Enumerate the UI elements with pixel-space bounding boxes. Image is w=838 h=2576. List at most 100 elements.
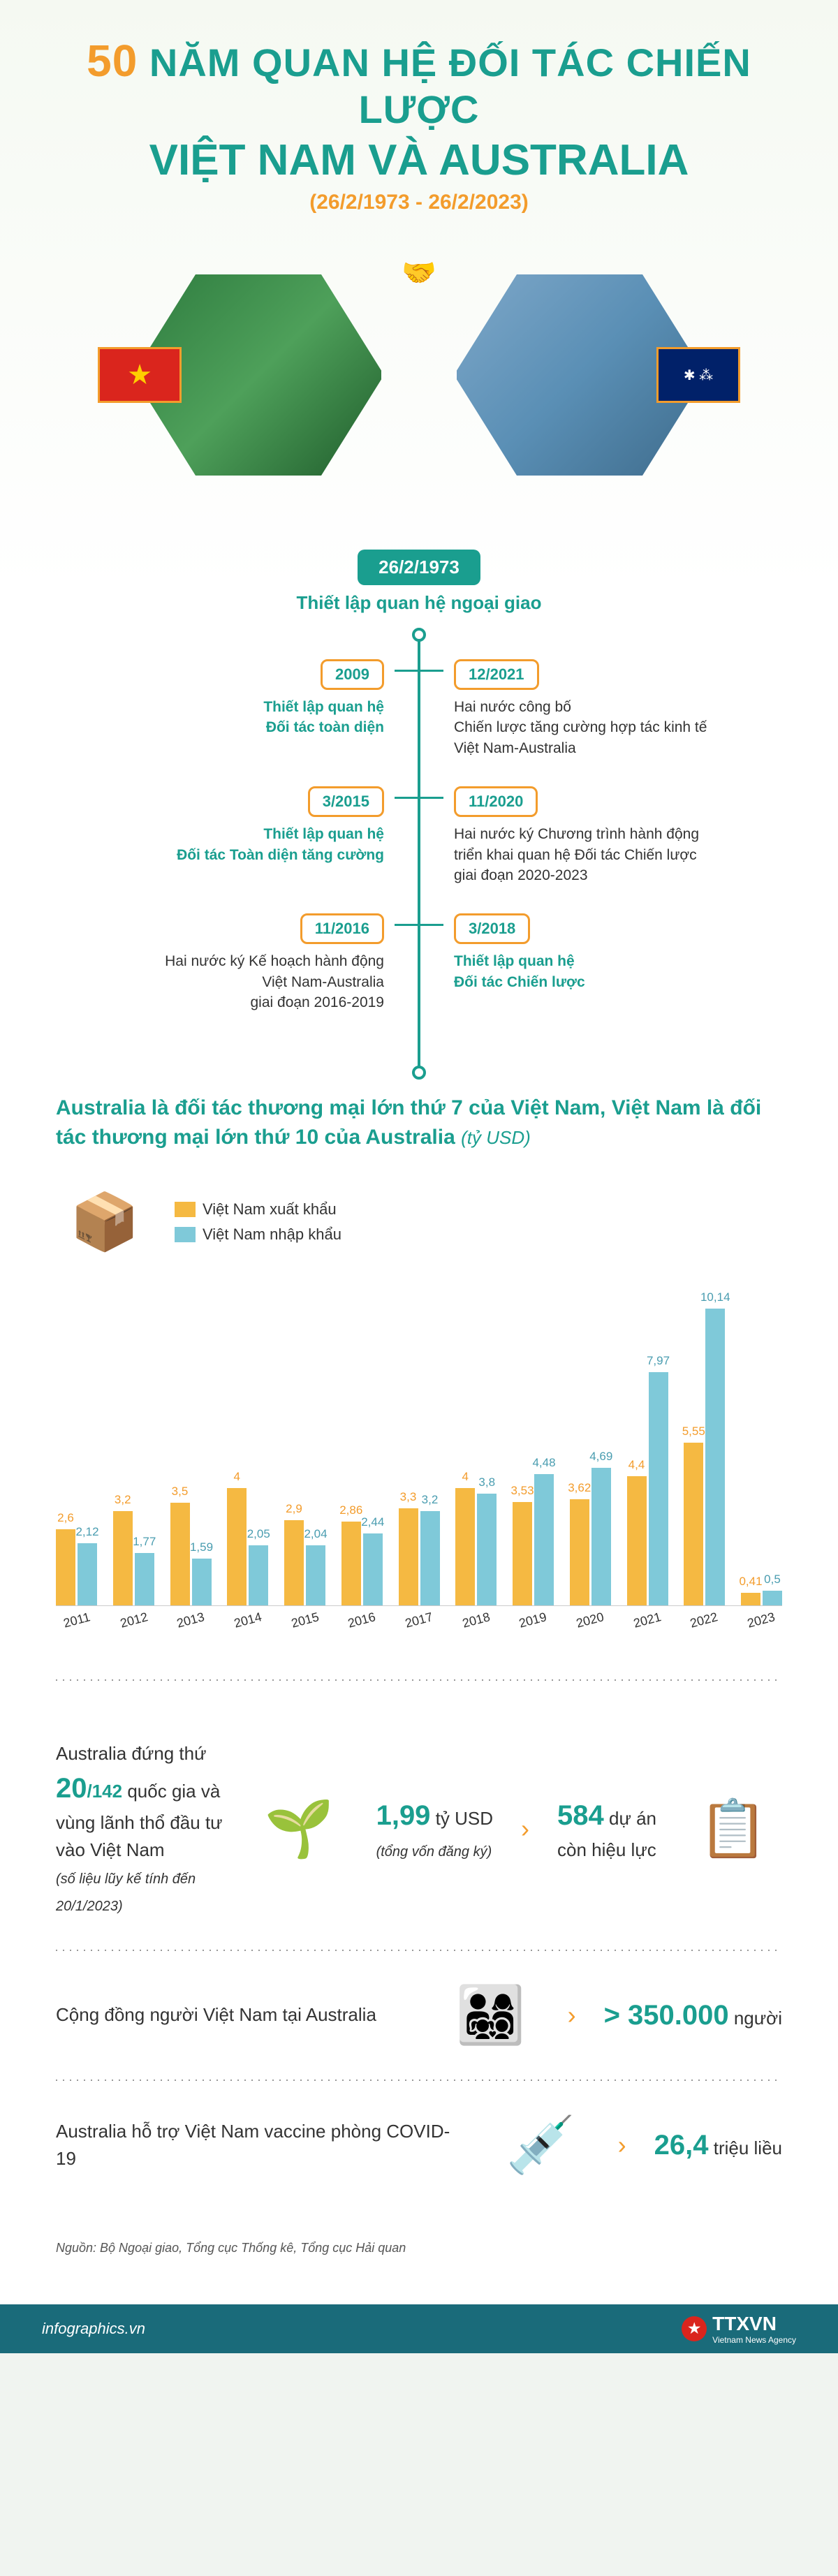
vaccine-icon: 💉 bbox=[492, 2112, 590, 2178]
legend-export-label: Việt Nam xuất khẩu bbox=[203, 1200, 337, 1219]
timeline-date: 3/2015 bbox=[308, 786, 384, 817]
bar-export-label: 4 bbox=[234, 1470, 240, 1484]
timeline-item: 2009 Thiết lập quan hệĐối tác toàn diện bbox=[105, 649, 419, 769]
bar-export: 4,4 bbox=[627, 1476, 647, 1605]
timeline-text: Hai nước ký Kế hoạch hành độngViệt Nam-A… bbox=[126, 951, 384, 1013]
bar-import: 2,12 bbox=[78, 1543, 97, 1605]
bar-export-label: 3,5 bbox=[172, 1485, 189, 1499]
arrow-icon: › bbox=[521, 1814, 529, 1843]
timeline-start-date: 26/2/1973 bbox=[358, 550, 480, 585]
year-group: 2,62,12 bbox=[56, 1529, 97, 1605]
bar-export: 3,3 bbox=[399, 1508, 418, 1605]
vaccine-label: Australia hỗ trợ Việt Nam vaccine phòng … bbox=[56, 2118, 464, 2172]
bar-export-label: 3,53 bbox=[510, 1484, 534, 1498]
flag-vietnam: ★ bbox=[98, 347, 182, 403]
x-label: 2016 bbox=[340, 1607, 384, 1633]
header: 50 NĂM QUAN HỆ ĐỐI TÁC CHIẾN LƯỢC VIỆT N… bbox=[0, 0, 838, 228]
x-label: 2015 bbox=[283, 1607, 327, 1633]
legend-import-label: Việt Nam nhập khẩu bbox=[203, 1226, 341, 1244]
x-label: 2022 bbox=[682, 1607, 726, 1633]
trade-chart: 2,62,123,21,773,51,5942,052,92,042,862,4… bbox=[56, 1285, 782, 1648]
bar-import: 1,77 bbox=[135, 1553, 154, 1605]
footer-brand: TTXVN bbox=[712, 2313, 777, 2334]
bar-import-label: 7,97 bbox=[647, 1354, 670, 1368]
bar-export-label: 4,4 bbox=[628, 1458, 645, 1472]
bar-export-label: 2,9 bbox=[286, 1502, 302, 1516]
bar-import: 1,59 bbox=[192, 1559, 212, 1605]
trade-section: Australia là đối tác thương mại lớn thứ … bbox=[0, 1073, 838, 1669]
stat-investment: Australia đứng thứ 20/142 quốc gia và vù… bbox=[56, 1719, 782, 1939]
trade-header: 📦 Việt Nam xuất khẩu Việt Nam nhập khẩu bbox=[56, 1173, 782, 1271]
x-label: 2017 bbox=[397, 1607, 441, 1633]
title-line-1: 50 NĂM QUAN HỆ ĐỐI TÁC CHIẾN LƯỢC bbox=[28, 35, 810, 132]
timeline-date: 11/2020 bbox=[454, 786, 538, 817]
clipboard-icon: 📋 bbox=[684, 1796, 782, 1862]
divider bbox=[56, 2080, 782, 2081]
timeline-start-label: Thiết lập quan hệ ngoại giao bbox=[0, 592, 838, 614]
year-group: 3,534,48 bbox=[513, 1474, 554, 1605]
year-group: 3,51,59 bbox=[170, 1503, 212, 1605]
x-label: 2018 bbox=[454, 1607, 498, 1633]
timeline-date: 12/2021 bbox=[454, 659, 539, 690]
bar-export: 2,9 bbox=[284, 1520, 304, 1605]
bar-import-label: 10,14 bbox=[700, 1290, 730, 1304]
x-label: 2020 bbox=[568, 1607, 612, 1633]
bar-export: 3,62 bbox=[570, 1499, 589, 1605]
trade-unit: (tỷ USD) bbox=[461, 1127, 531, 1148]
stats-section: Australia đứng thứ 20/142 quốc gia và vù… bbox=[0, 1691, 838, 2227]
bar-import-label: 1,77 bbox=[133, 1535, 156, 1549]
timeline-header: 26/2/1973 Thiết lập quan hệ ngoại giao bbox=[0, 550, 838, 614]
year-group: 43,8 bbox=[455, 1488, 497, 1605]
bar-import: 2,05 bbox=[249, 1545, 268, 1605]
stat-vaccine: Australia hỗ trợ Việt Nam vaccine phòng … bbox=[56, 2091, 782, 2199]
bar-import: 2,44 bbox=[363, 1533, 383, 1605]
bar-export: 4 bbox=[455, 1488, 475, 1605]
divider bbox=[56, 1950, 782, 1951]
bar-import: 4,48 bbox=[534, 1474, 554, 1605]
year-group: 5,5510,14 bbox=[684, 1309, 725, 1605]
legend-import: Việt Nam nhập khẩu bbox=[175, 1226, 341, 1244]
trade-icon: 📦 bbox=[56, 1173, 154, 1271]
infographic-page: 50 NĂM QUAN HỆ ĐỐI TÁC CHIẾN LƯỢC VIỆT N… bbox=[0, 0, 838, 2353]
timeline-date: 2009 bbox=[321, 659, 384, 690]
x-label: 2023 bbox=[739, 1607, 783, 1633]
timeline-dot-top bbox=[412, 628, 426, 642]
bar-import: 10,14 bbox=[705, 1309, 725, 1605]
footer-left: infographics.vn bbox=[42, 2320, 145, 2338]
timeline-item: 3/2015Thiết lập quan hệĐối tác Toàn diện… bbox=[105, 776, 419, 896]
year-group: 2,92,04 bbox=[284, 1520, 325, 1605]
divider bbox=[56, 1679, 782, 1681]
investment-capital: 1,99 tỷ USD (tổng vốn đăng ký) bbox=[376, 1795, 493, 1864]
title-number: 50 bbox=[87, 36, 138, 86]
x-label: 2019 bbox=[511, 1607, 555, 1633]
bar-import: 2,04 bbox=[306, 1545, 325, 1605]
bar-import-label: 3,2 bbox=[422, 1493, 439, 1507]
bar-export: 3,53 bbox=[513, 1502, 532, 1605]
timeline-item: 11/2020 Hai nước ký Chương trình hành độn… bbox=[419, 776, 733, 896]
community-label: Cộng đồng người Việt Nam tại Australia bbox=[56, 2001, 414, 2029]
bar-export-label: 5,55 bbox=[682, 1425, 705, 1438]
year-group: 4,47,97 bbox=[627, 1372, 668, 1605]
year-group: 2,862,44 bbox=[341, 1522, 383, 1605]
bar-import: 4,69 bbox=[591, 1468, 611, 1605]
timeline-text: Hai nước ký Chương trình hành độngtriển … bbox=[454, 824, 712, 885]
trade-title-text: Australia là đối tác thương mại lớn thứ … bbox=[56, 1096, 761, 1149]
footer: infographics.vn ★ TTXVN Vietnam News Age… bbox=[0, 2304, 838, 2353]
chart-bars: 2,62,123,21,773,51,5942,052,92,042,862,4… bbox=[56, 1285, 782, 1606]
timeline-item: 11/2016Hai nước ký Kế hoạch hành độngViệ… bbox=[105, 903, 419, 1023]
year-group: 0,410,5 bbox=[741, 1591, 782, 1605]
bar-import-label: 3,8 bbox=[478, 1475, 495, 1489]
bar-import-label: 2,44 bbox=[361, 1515, 384, 1529]
arrow-icon: › bbox=[618, 2130, 626, 2160]
bar-import-label: 2,12 bbox=[75, 1525, 98, 1539]
handshake-icon: 🤝 bbox=[402, 256, 436, 289]
bar-import-label: 4,69 bbox=[589, 1450, 612, 1464]
timeline-text: Thiết lập quan hệĐối tác toàn diện bbox=[126, 697, 384, 738]
hero-section: 🤝 ★ ✱ ⁂ bbox=[0, 228, 838, 536]
community-value: > 350.000 người bbox=[604, 1994, 782, 2036]
chart-xaxis: 2011201220132014201520162017201820192020… bbox=[56, 1606, 782, 1628]
legend-export: Việt Nam xuất khẩu bbox=[175, 1200, 341, 1219]
bar-import: 3,8 bbox=[477, 1494, 497, 1605]
investment-rank: Australia đứng thứ 20/142 quốc gia và vù… bbox=[56, 1740, 223, 1918]
bar-export: 0,41 bbox=[741, 1593, 760, 1605]
